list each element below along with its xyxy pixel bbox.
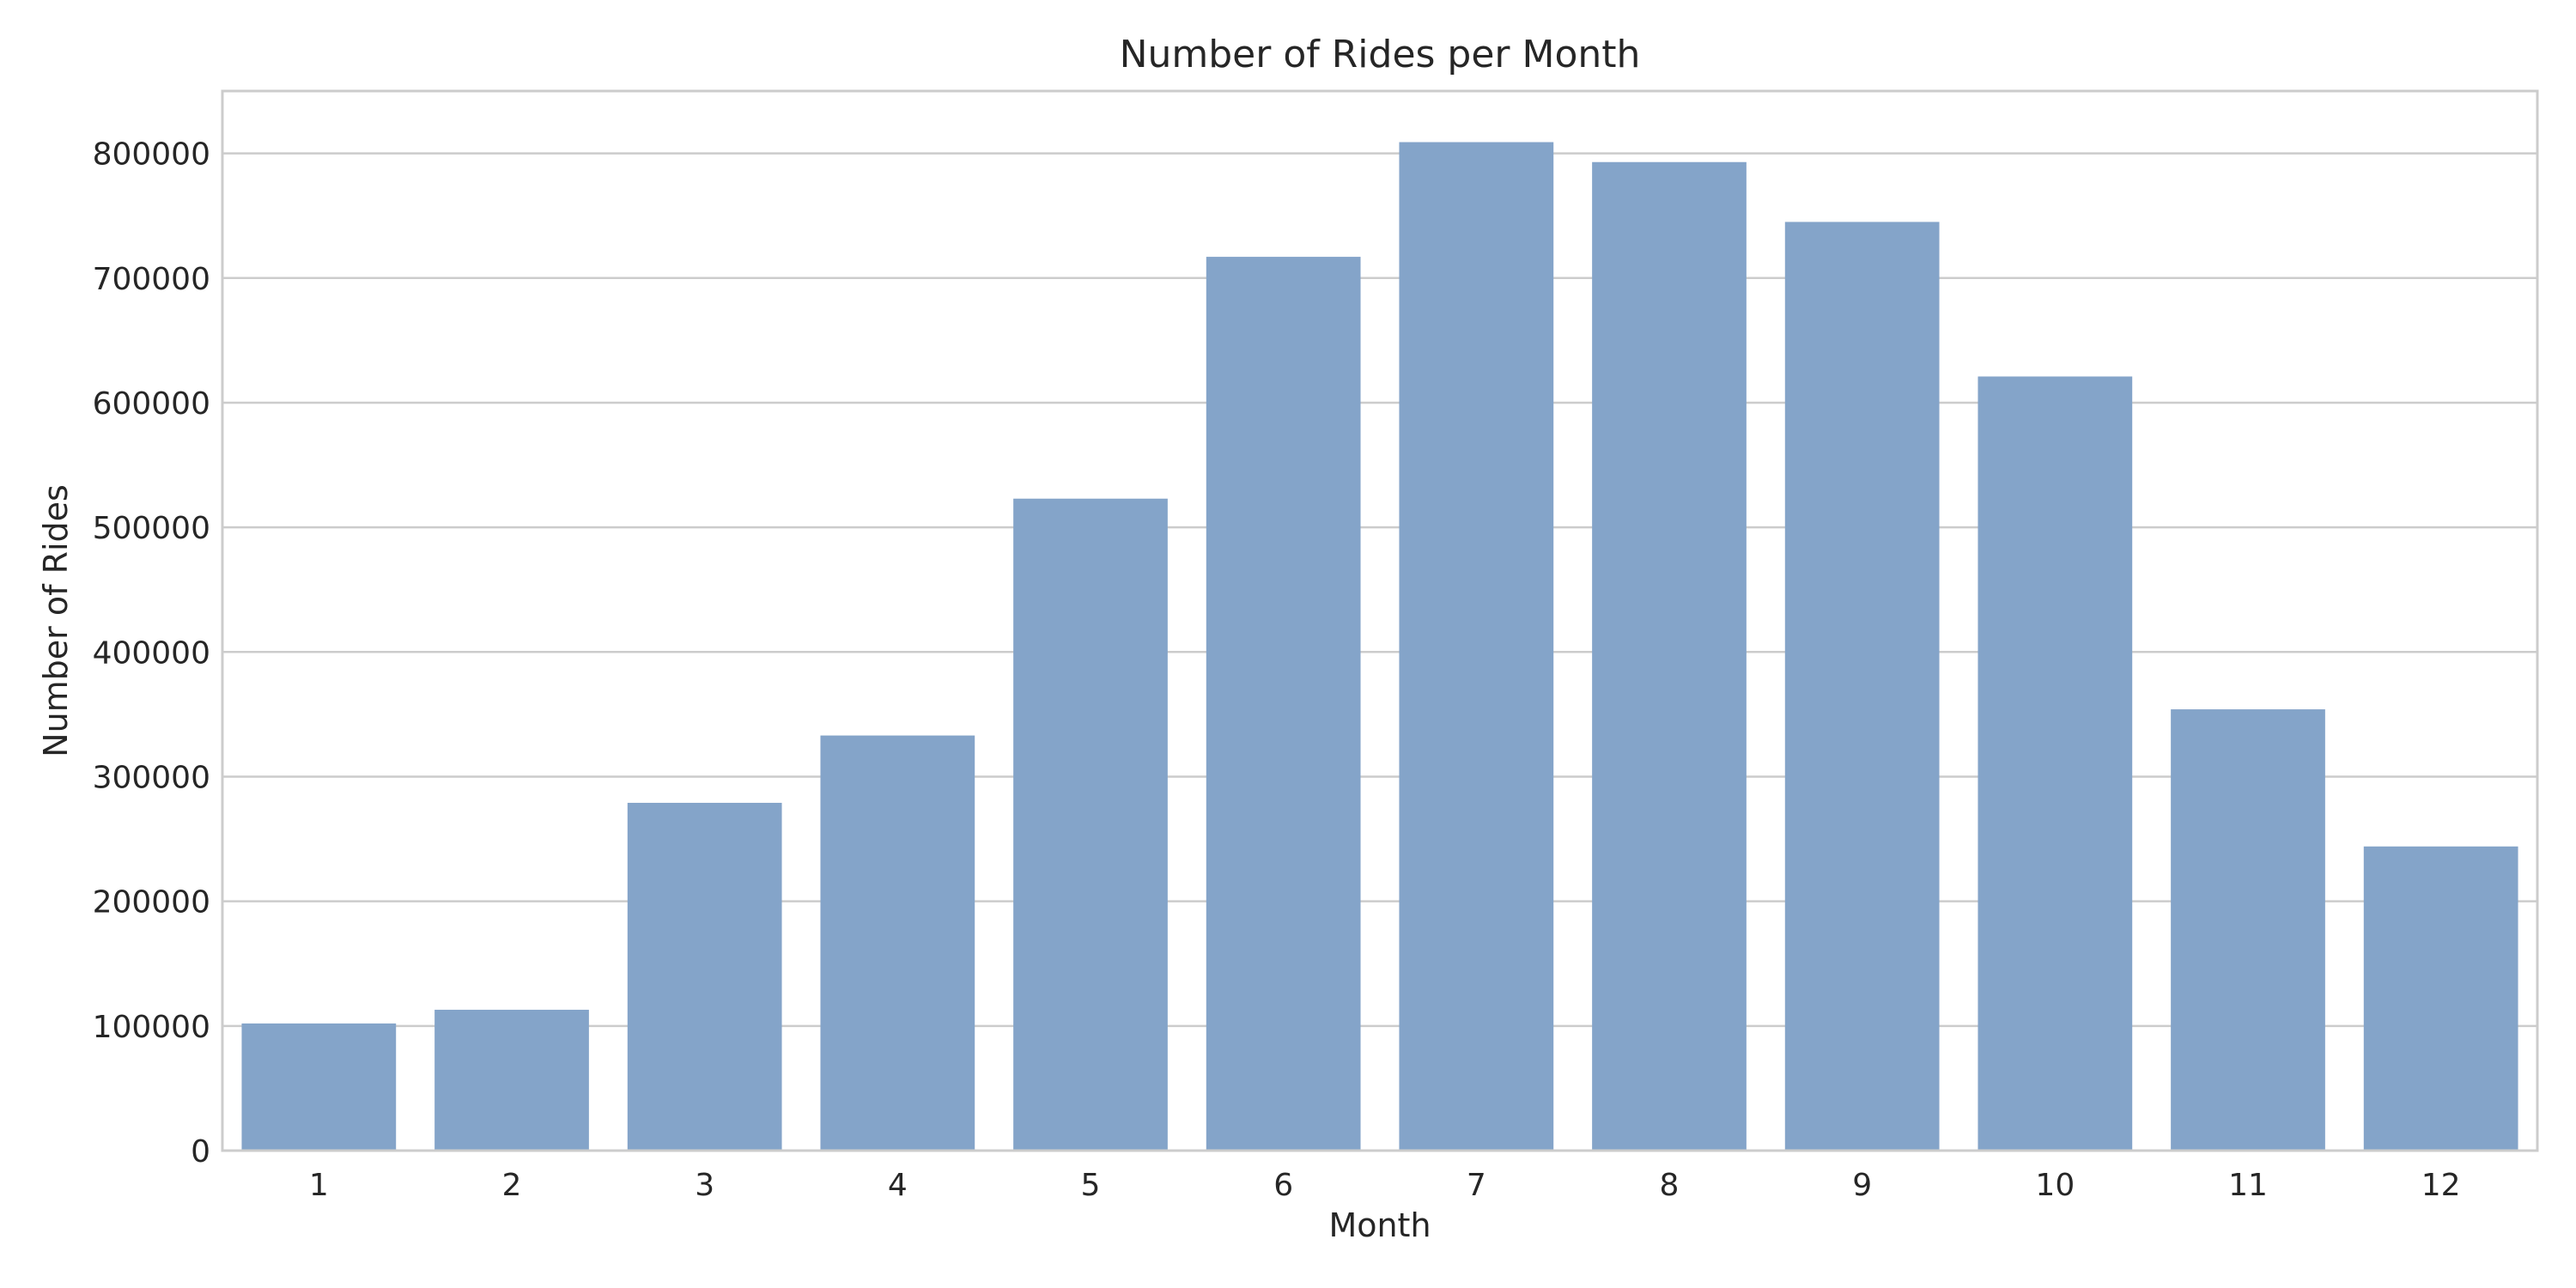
y-tick-label: 100000 — [93, 1010, 210, 1045]
x-tick-label: 9 — [1852, 1168, 1872, 1203]
y-tick-label: 400000 — [93, 635, 210, 671]
x-tick-label: 3 — [695, 1168, 714, 1203]
bar-month-5 — [1013, 498, 1168, 1151]
y-tick-label: 600000 — [93, 386, 210, 422]
x-tick-label: 5 — [1081, 1168, 1101, 1203]
x-tick-label: 10 — [2035, 1168, 2075, 1203]
bar-month-10 — [1978, 376, 2133, 1151]
y-tick-label: 200000 — [93, 885, 210, 920]
bar-month-11 — [2171, 709, 2325, 1151]
x-axis-label: Month — [1328, 1206, 1431, 1244]
x-tick-label: 1 — [309, 1168, 329, 1203]
bar-month-9 — [1784, 222, 1940, 1151]
bars — [241, 142, 2518, 1151]
bar-month-6 — [1206, 257, 1361, 1151]
bar-month-2 — [434, 1009, 589, 1151]
y-tick-labels: 0 100000 200000 300000 400000 500000 600000 700… — [93, 137, 210, 1170]
x-tick-labels: 1 2 3 4 5 6 7 8 9 10 11 12 — [309, 1168, 2461, 1203]
x-tick-label: 4 — [888, 1168, 908, 1203]
x-tick-label: 6 — [1273, 1168, 1293, 1203]
y-tick-label: 500000 — [93, 511, 210, 546]
bar-month-8 — [1592, 161, 1747, 1151]
y-tick-label: 300000 — [93, 760, 210, 795]
bar-month-12 — [2363, 846, 2518, 1151]
bar-month-3 — [627, 802, 782, 1151]
bar-month-4 — [820, 735, 975, 1151]
y-tick-label: 700000 — [93, 262, 210, 297]
plot-frame — [221, 89, 2539, 1152]
x-tick-label: 8 — [1660, 1168, 1680, 1203]
bar-month-7 — [1399, 142, 1554, 1151]
x-tick-label: 11 — [2228, 1168, 2268, 1203]
y-axis-label: Number of Rides — [37, 484, 75, 757]
grid-lines — [222, 152, 2537, 1152]
y-tick-label: 800000 — [93, 137, 210, 173]
bar-month-1 — [241, 1023, 397, 1151]
y-tick-label: 0 — [191, 1134, 210, 1170]
chart-title: Number of Rides per Month — [1120, 33, 1641, 76]
x-tick-label: 12 — [2421, 1168, 2461, 1203]
x-tick-label: 2 — [502, 1168, 522, 1203]
x-tick-label: 7 — [1467, 1168, 1486, 1203]
